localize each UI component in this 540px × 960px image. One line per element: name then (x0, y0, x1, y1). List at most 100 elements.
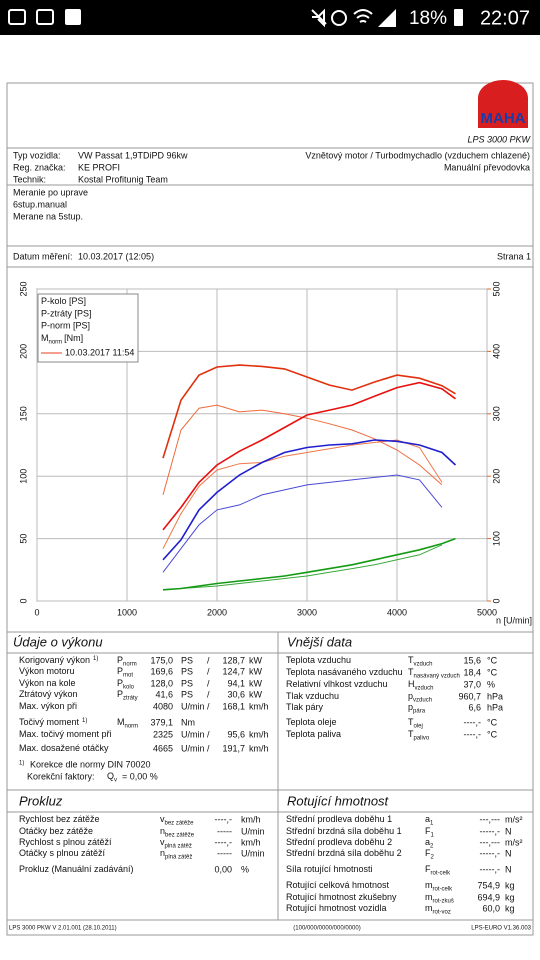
row-symbol-sub: rot-celk (433, 886, 454, 892)
vehicle-label: Reg. značka: (13, 162, 66, 172)
row-symbol: Tvzduch (408, 655, 433, 667)
row-symbol: pvzduch (408, 691, 432, 703)
footer-center: (100/000/0000/000/0000) (293, 926, 360, 932)
row-label-text: Max. točivý moment při (19, 729, 112, 739)
row-cell: km/h (241, 837, 261, 847)
x-axis-label: n [U/min] (496, 615, 532, 625)
row-label-text: Rychlost bez zátěže (19, 814, 100, 824)
row-symbol: vbez zátěže (160, 814, 194, 826)
row-symbol: Tpalivo (408, 729, 430, 741)
row-symbol: ppára (408, 702, 426, 714)
row-symbol-sub: plná zátěž (165, 854, 192, 860)
row-symbol-main: F (425, 864, 431, 874)
row-symbol: Pztráty (117, 689, 138, 701)
row-symbol-sub: vzduch (413, 697, 432, 703)
row-cell: U/min (241, 848, 265, 858)
row-label: Střední prodleva doběhu 1 (286, 814, 392, 824)
row-cell: ----- (217, 848, 232, 858)
row-cell: 960,7 (458, 691, 481, 701)
vehicle-value: VW Passat 1,9TDiPD 96kw (78, 150, 188, 160)
row-label: Tlak páry (286, 702, 324, 712)
series-line (162, 404, 443, 496)
row-cell: -----,- (480, 848, 500, 858)
row-label: Otáčky s plnou zátěží (19, 848, 106, 858)
row-label-text: Teplota nasávaného vzduchu (286, 667, 403, 677)
y2-tick-label: 0 (491, 598, 501, 603)
row-cell: ----,- (215, 837, 233, 847)
row-symbol-main: F (425, 848, 431, 858)
row-symbol-main: a (425, 814, 430, 824)
battery-icon (454, 9, 463, 26)
row-symbol-main: n (160, 848, 165, 858)
row-symbol: mrot-zkuš (425, 892, 454, 904)
image-icon (36, 9, 54, 25)
row-symbol-main: v (160, 814, 165, 824)
row-symbol-sub: pára (413, 708, 426, 714)
section-title: Údaje o výkonu (13, 634, 103, 649)
row-cell: 2325 (153, 729, 173, 739)
gallery-icon (8, 9, 26, 25)
x-tick-label: 1000 (117, 607, 137, 617)
row-cell: km/h (241, 814, 261, 824)
row-symbol-sub: 2 (430, 843, 434, 849)
legend-name: M (41, 333, 49, 343)
row-symbol: mrot-voz (425, 903, 451, 915)
legend-unit: [Nm] (64, 333, 83, 343)
y2-tick-label: 200 (491, 469, 501, 484)
legend-entry: Mnorm [Nm] (41, 333, 83, 345)
y-tick-label: 50 (18, 534, 28, 544)
row-cell: U/min (181, 743, 205, 753)
page-number: Strana 1 (497, 251, 531, 261)
row-cell: 0,00 (214, 864, 232, 874)
row-label-text: Teplota paliva (286, 729, 341, 739)
row-label-text: Střední brzdná síla doběhu 2 (286, 848, 402, 858)
row-cell: ----,- (464, 729, 482, 739)
legend-entry: P-kolo [PS] (41, 296, 86, 306)
clock: 22:07 (480, 7, 530, 29)
row-cell: U/min (241, 826, 265, 836)
row-cell: / (207, 701, 210, 711)
row-symbol-main: P (117, 689, 123, 699)
row-symbol-sub: bez zátěže (165, 832, 195, 838)
series-line (162, 364, 456, 459)
row-label: Střední prodleva doběhu 2 (286, 837, 392, 847)
row-symbol-sub: norm (123, 661, 137, 667)
row-cell: % (487, 679, 495, 689)
row-symbol-sub: kolo (123, 684, 135, 690)
y-tick-label: 150 (18, 406, 28, 421)
row-label-text: Výkon na kole (19, 678, 76, 688)
row-symbol-sub: norm (125, 723, 139, 729)
row-symbol-main: n (160, 826, 165, 836)
row-symbol-sub: bez zátěže (165, 820, 195, 826)
row-label: Rotující hmotnost vozidla (286, 903, 387, 913)
row-cell: U/min (181, 729, 205, 739)
row-cell: 95,6 (227, 729, 245, 739)
row-symbol: a1 (425, 814, 434, 826)
row-label: Výkon na kole (19, 678, 76, 688)
row-symbol-main: P (117, 666, 123, 676)
row-label: Točivý moment 1) (19, 717, 87, 727)
x-tick-label: 5000 (477, 607, 497, 617)
row-cell: 4080 (153, 701, 173, 711)
section-title: Prokluz (19, 793, 63, 808)
signal-icon (378, 9, 396, 27)
factor-symbol-sub: v (114, 777, 117, 783)
vehicle-value: KE PROFI (78, 162, 120, 172)
row-cell: 191,7 (222, 743, 245, 753)
row-label-text: Střední prodleva doběhu 2 (286, 837, 392, 847)
row-symbol-main: p (408, 691, 413, 701)
row-symbol-sub: 1 (431, 832, 435, 838)
row-label-text: Točivý moment (19, 717, 80, 727)
row-symbol: a2 (425, 837, 434, 849)
row-cell: kg (505, 892, 515, 902)
row-symbol-sub: 2 (431, 854, 435, 860)
row-cell: m/s² (505, 837, 523, 847)
y2-tick-label: 500 (491, 281, 501, 296)
row-cell: km/h (249, 701, 269, 711)
row-symbol-main: T (408, 667, 414, 677)
series-line (162, 474, 443, 573)
y-tick-label: 250 (18, 281, 28, 296)
footnote: Korekce dle normy DIN 70020 (30, 759, 151, 769)
row-cell: 168,1 (222, 701, 245, 711)
